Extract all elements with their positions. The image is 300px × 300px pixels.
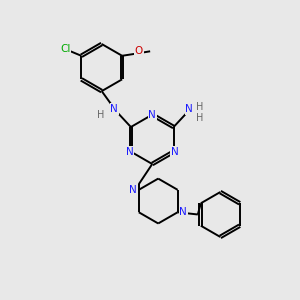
Text: N: N (129, 185, 137, 195)
Text: N: N (179, 207, 187, 217)
Text: N: N (148, 110, 156, 120)
Text: N: N (126, 147, 134, 157)
Text: O: O (135, 46, 143, 56)
Text: N: N (185, 104, 193, 114)
Text: H: H (196, 113, 203, 123)
Text: Cl: Cl (60, 44, 71, 54)
Text: H: H (196, 102, 203, 112)
Text: N: N (110, 104, 118, 114)
Text: N: N (171, 147, 178, 157)
Text: H: H (97, 110, 104, 120)
